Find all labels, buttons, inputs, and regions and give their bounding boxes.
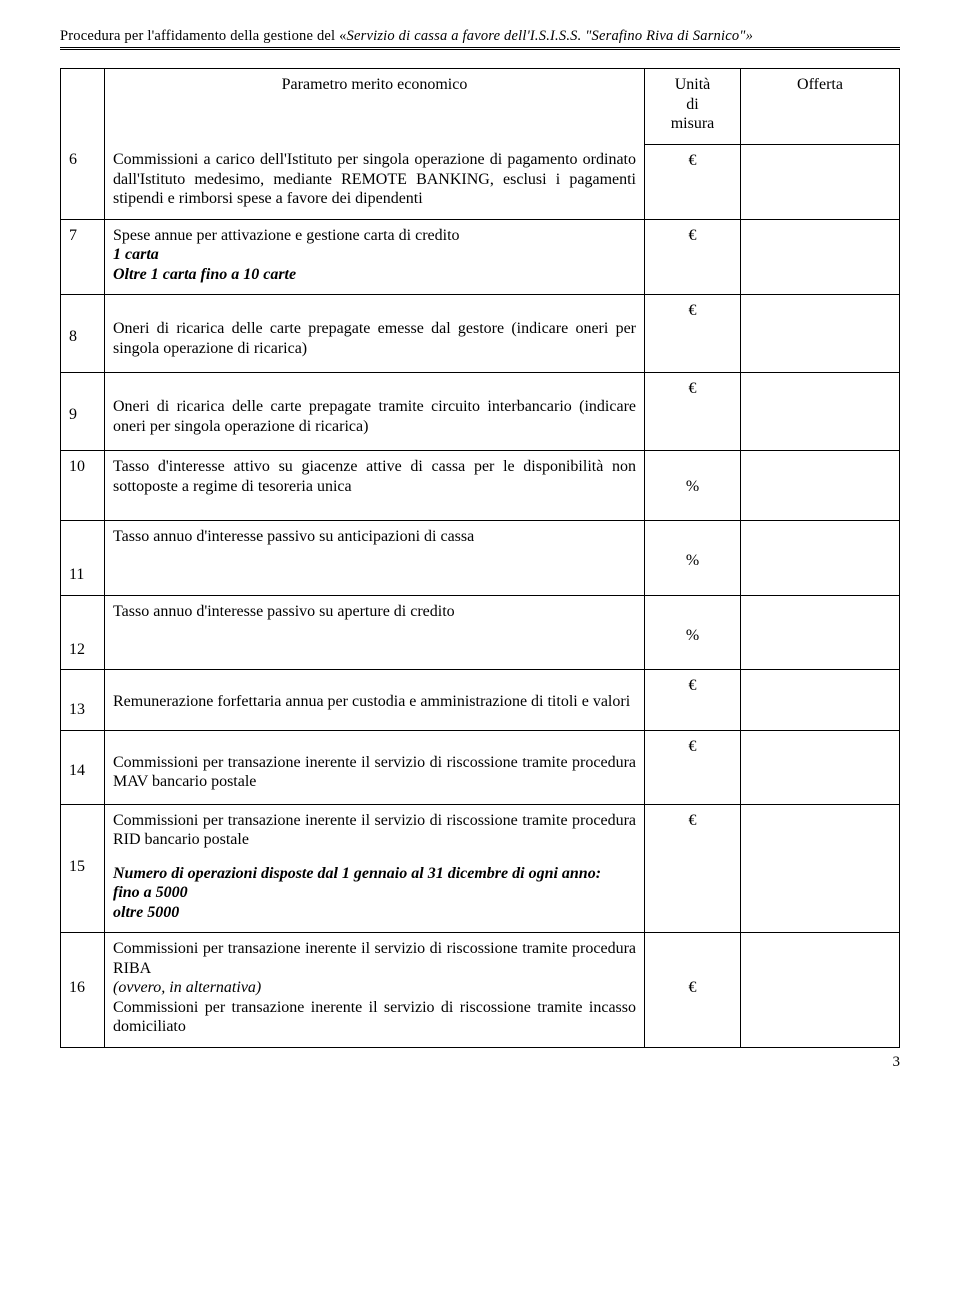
row12-num: 12 <box>61 595 105 670</box>
col-header-offer: Offerta <box>741 69 900 145</box>
row11-offer <box>741 521 900 596</box>
row9-param: Oneri di ricarica delle carte prepagate … <box>105 373 645 451</box>
unit-l3: misura <box>671 115 715 132</box>
row9-num: 9 <box>61 373 105 451</box>
row15-unit: € <box>645 804 741 933</box>
table-row: 7 Spese annue per attivazione e gestione… <box>61 219 900 295</box>
row6-num: 6 <box>61 144 105 219</box>
document-header: Procedura per l'affidamento della gestio… <box>60 28 900 45</box>
row15-l2: Numero di operazioni disposte dal 1 genn… <box>113 865 601 882</box>
table-row: 6 Commissioni a carico dell'Istituto per… <box>61 144 900 219</box>
header-prefix: Procedura per l'affidamento della gestio… <box>60 28 347 44</box>
row16-unit: € <box>645 933 741 1048</box>
row15-l1: Commissioni per transazione inerente il … <box>113 812 636 849</box>
row8-unit: € <box>645 295 741 373</box>
table-row: 10 Tasso d'interesse attivo su giacenze … <box>61 451 900 521</box>
table-row: 13 Remunerazione forfettaria annua per c… <box>61 670 900 731</box>
col-header-unit: Unità di misura <box>645 69 741 145</box>
unit-l2: di <box>686 96 698 113</box>
row7-l1: Spese annue per attivazione e gestione c… <box>113 227 460 244</box>
row14-num: 14 <box>61 730 105 804</box>
row9-offer <box>741 373 900 451</box>
row15-l4: oltre 5000 <box>113 904 179 921</box>
row7-l2: 1 carta <box>113 246 159 263</box>
unit-l1: Unità <box>675 76 711 93</box>
row7-offer <box>741 219 900 295</box>
row6-offer <box>741 144 900 219</box>
cell-num-blank <box>61 69 105 145</box>
row7-param: Spese annue per attivazione e gestione c… <box>105 219 645 295</box>
row8-num: 8 <box>61 295 105 373</box>
row10-unit: % <box>645 451 741 521</box>
row16-param: Commissioni per transazione inerente il … <box>105 933 645 1048</box>
table-row: 14 Commissioni per transazione inerente … <box>61 730 900 804</box>
table-row: 9 Oneri di ricarica delle carte prepagat… <box>61 373 900 451</box>
row10-offer <box>741 451 900 521</box>
row12-param: Tasso annuo d'interesse passivo su apert… <box>105 595 645 670</box>
row12-offer <box>741 595 900 670</box>
row11-param: Tasso annuo d'interesse passivo su antic… <box>105 521 645 596</box>
row8-offer <box>741 295 900 373</box>
table-row: 8 Oneri di ricarica delle carte prepagat… <box>61 295 900 373</box>
row16-l2: (ovvero, in alternativa) <box>113 979 261 996</box>
row6-unit: € <box>645 144 741 219</box>
row14-unit: € <box>645 730 741 804</box>
row13-param: Remunerazione forfettaria annua per cust… <box>105 670 645 731</box>
row16-l3: Commissioni per transazione inerente il … <box>113 999 636 1036</box>
row13-unit: € <box>645 670 741 731</box>
row13-offer <box>741 670 900 731</box>
row10-param: Tasso d'interesse attivo su giacenze att… <box>105 451 645 521</box>
parameters-table: Parametro merito economico Unità di misu… <box>60 68 900 1048</box>
row16-offer <box>741 933 900 1048</box>
row16-l1: Commissioni per transazione inerente il … <box>113 940 636 977</box>
row15-num: 15 <box>61 804 105 933</box>
row11-unit: % <box>645 521 741 596</box>
header-suffix: » <box>746 28 753 44</box>
row16-num: 16 <box>61 933 105 1048</box>
row11-num: 11 <box>61 521 105 596</box>
row14-param: Commissioni per transazione inerente il … <box>105 730 645 804</box>
row9-unit: € <box>645 373 741 451</box>
row15-l3: fino a 5000 <box>113 884 188 901</box>
col-header-param: Parametro merito economico <box>105 69 645 145</box>
row14-offer <box>741 730 900 804</box>
row10-num: 10 <box>61 451 105 521</box>
table-header-row: Parametro merito economico Unità di misu… <box>61 69 900 145</box>
row7-num: 7 <box>61 219 105 295</box>
header-divider <box>60 47 900 50</box>
table-row: 15 Commissioni per transazione inerente … <box>61 804 900 933</box>
table-row: 11 Tasso annuo d'interesse passivo su an… <box>61 521 900 596</box>
row8-param: Oneri di ricarica delle carte prepagate … <box>105 295 645 373</box>
page-number: 3 <box>60 1054 900 1071</box>
row6-param: Commissioni a carico dell'Istituto per s… <box>105 144 645 219</box>
table-row: 12 Tasso annuo d'interesse passivo su ap… <box>61 595 900 670</box>
row15-offer <box>741 804 900 933</box>
row7-unit: € <box>645 219 741 295</box>
row15-param: Commissioni per transazione inerente il … <box>105 804 645 933</box>
header-service: Servizio di cassa a favore dell'I.S.I.S.… <box>347 28 746 44</box>
row13-num: 13 <box>61 670 105 731</box>
row7-l3: Oltre 1 carta fino a 10 carte <box>113 266 296 283</box>
table-row: 16 Commissioni per transazione inerente … <box>61 933 900 1048</box>
row12-unit: % <box>645 595 741 670</box>
